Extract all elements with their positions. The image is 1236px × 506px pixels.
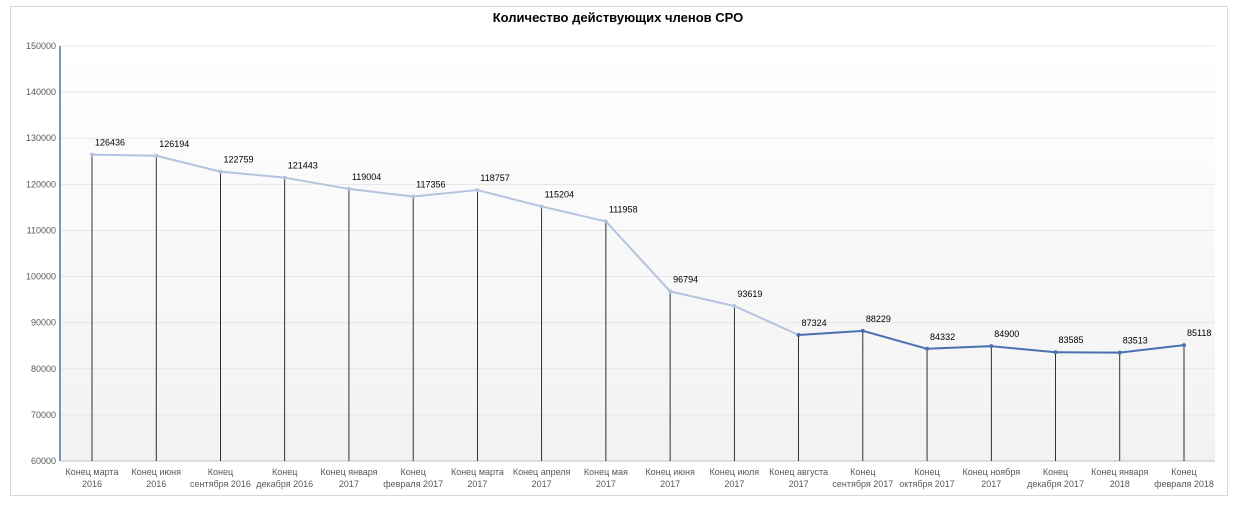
data-point bbox=[796, 333, 801, 338]
y-tick-label: 90000 bbox=[31, 318, 56, 328]
y-tick-label: 130000 bbox=[26, 133, 56, 143]
x-tick-label: Конец сентября 2017 bbox=[832, 467, 893, 489]
data-label: 122759 bbox=[223, 155, 253, 165]
series-line-segment bbox=[412, 189, 479, 198]
data-point bbox=[90, 152, 94, 157]
data-label: 111958 bbox=[609, 204, 638, 214]
data-point bbox=[1053, 350, 1058, 355]
plot-area bbox=[60, 46, 1215, 461]
y-tick-label: 150000 bbox=[26, 41, 56, 51]
x-tick-label: Конец августа 2017 bbox=[769, 467, 828, 489]
x-tick-label: Конец апреля 2017 bbox=[513, 467, 571, 489]
x-tick-label: Конец июля 2017 bbox=[710, 467, 760, 489]
x-tick-label: Конец июня 2017 bbox=[645, 467, 695, 489]
data-label: 118757 bbox=[480, 173, 509, 183]
data-label: 121443 bbox=[288, 161, 318, 171]
x-tick-label: Конец декабря 2017 bbox=[1027, 467, 1084, 489]
data-point bbox=[989, 344, 994, 349]
series-line-segment bbox=[861, 329, 929, 350]
data-point bbox=[154, 153, 159, 158]
y-tick-label: 110000 bbox=[27, 225, 56, 235]
data-label: 93619 bbox=[737, 289, 762, 299]
series-line-segment bbox=[733, 304, 800, 337]
data-point bbox=[732, 303, 737, 308]
data-label: 87324 bbox=[802, 318, 827, 328]
data-point bbox=[346, 186, 351, 191]
data-label: 84900 bbox=[994, 329, 1019, 339]
y-tick-label: 60000 bbox=[31, 456, 56, 466]
series-line-segment bbox=[797, 329, 864, 337]
data-point bbox=[860, 328, 865, 333]
data-label: 117356 bbox=[416, 180, 445, 190]
data-label: 83513 bbox=[1123, 336, 1148, 346]
x-tick-label: Конец июня 2016 bbox=[131, 467, 181, 489]
chart-title: Количество действующих членов СРО bbox=[492, 10, 744, 25]
data-label: 85118 bbox=[1187, 328, 1211, 338]
y-tick-label: 140000 bbox=[26, 87, 56, 97]
x-tick-label: Конец ноября 2017 bbox=[962, 467, 1020, 489]
data-point bbox=[668, 289, 673, 294]
series-line-segment bbox=[604, 220, 672, 293]
series-line-segment bbox=[540, 205, 607, 223]
x-tick-label: Конец марта 2017 bbox=[451, 467, 504, 489]
x-tick-label: Конец февраля 2018 bbox=[1154, 467, 1214, 489]
data-label: 119004 bbox=[352, 172, 381, 182]
series-line-segment bbox=[476, 189, 543, 208]
data-point bbox=[218, 169, 223, 174]
x-tick-label: Конец марта 2016 bbox=[66, 467, 119, 489]
x-tick-label: Конец октября 2017 bbox=[899, 467, 955, 489]
data-point bbox=[475, 188, 480, 193]
series-line-segment bbox=[347, 187, 415, 198]
y-tick-label: 70000 bbox=[31, 410, 56, 420]
data-label: 83585 bbox=[1059, 335, 1084, 345]
data-point bbox=[1117, 350, 1122, 355]
data-label: 88229 bbox=[866, 314, 891, 324]
y-tick-label: 120000 bbox=[26, 179, 56, 189]
data-label: 126436 bbox=[95, 138, 125, 148]
data-label: 84332 bbox=[930, 332, 955, 342]
data-point bbox=[925, 346, 930, 351]
series-line-segment bbox=[990, 345, 1057, 354]
x-tick-label: Конец января 2018 bbox=[1091, 467, 1148, 489]
x-tick-label: Конец декабря 2016 bbox=[256, 467, 313, 489]
x-tick-label: Конец февраля 2017 bbox=[383, 467, 443, 489]
data-label: 115204 bbox=[545, 189, 574, 199]
x-tick-label: Конец января 2017 bbox=[320, 467, 377, 489]
data-point bbox=[1182, 343, 1186, 348]
x-tick-label: Конец сентября 2016 bbox=[190, 467, 251, 489]
data-point bbox=[282, 175, 287, 180]
y-tick-label: 100000 bbox=[26, 272, 56, 282]
series-line-segment bbox=[1118, 344, 1185, 354]
series-line-segment bbox=[926, 345, 993, 350]
data-label: 126194 bbox=[159, 139, 189, 149]
series-line-segment bbox=[219, 170, 286, 179]
x-tick-label: Конец мая 2017 bbox=[584, 467, 628, 489]
y-tick-label: 80000 bbox=[31, 364, 56, 374]
data-point bbox=[539, 204, 544, 209]
data-point bbox=[603, 219, 608, 224]
data-label: 96794 bbox=[673, 274, 698, 284]
series-line-segment bbox=[669, 290, 736, 307]
data-point bbox=[411, 194, 416, 199]
series-line-segment bbox=[91, 153, 158, 157]
series-line-segment bbox=[155, 154, 222, 173]
series-line-segment bbox=[283, 176, 350, 190]
